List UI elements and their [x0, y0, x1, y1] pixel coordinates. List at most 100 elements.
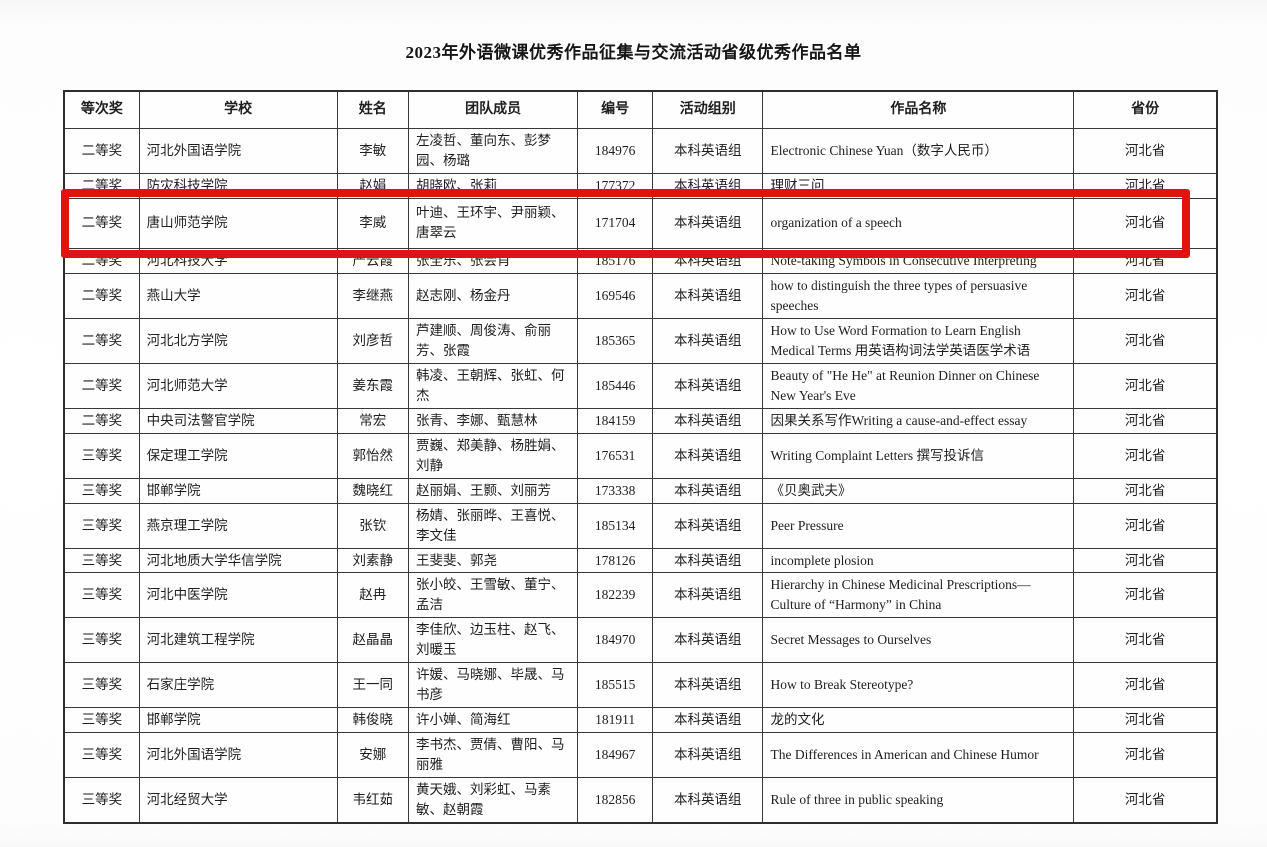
- cell-team: 韩凌、王朝辉、张虹、何杰: [407, 363, 577, 408]
- cell-name: 王一同: [336, 663, 408, 708]
- cell-group: 本科英语组: [651, 173, 762, 198]
- cell-award: 三等奖: [81, 447, 123, 463]
- cell-id: 173338: [577, 478, 652, 503]
- table-row: 二等奖 唐山师范学院 李威 叶迪、王环宇、尹丽颖、唐翠云 171704 本科英语组 orga…: [61, 188, 1216, 258]
- cell-team: 左凌哲、董向东、彭梦园、杨璐: [407, 129, 577, 173]
- cell-group: 本科英语组: [651, 708, 762, 733]
- cell-school: 保定理工学院: [138, 433, 337, 478]
- cell-work: 理财三问: [762, 173, 1073, 198]
- page-title: 2023年外语微课优秀作品征集与交流活动省级优秀作品名单: [405, 43, 862, 62]
- cell-province: 河北省: [1073, 363, 1216, 408]
- cell-team: 胡晓欧、张莉: [407, 173, 577, 198]
- awards-table: 等次奖 学校 姓名 团队成员 编号 活动组别 作品名称 省份 二等奖 河北外国语学院 李敏 左凌哲、…: [61, 90, 1218, 825]
- cell-id: 184159: [577, 408, 652, 433]
- cell-province: 河北省: [1073, 733, 1216, 778]
- cell-work: Writing Complaint Letters 撰写投诉信: [762, 433, 1073, 478]
- cell-id: 185365: [577, 318, 652, 363]
- cell-group: 本科英语组: [651, 573, 762, 618]
- cell-group: 本科英语组: [651, 408, 762, 433]
- table-row: 三等奖 保定理工学院 郭怡然 贾巍、郑美静、杨胜娟、刘静 176531 本科英语组 Writ…: [65, 432, 1216, 478]
- cell-award: 二等奖: [81, 332, 123, 348]
- cell-award: 三等奖: [81, 712, 123, 728]
- cell-province: 河北省: [1073, 198, 1216, 248]
- table-row: 三等奖 河北经贸大学 韦红茹 黄天娥、刘彩虹、马素敏、赵朝霞 182856 本科英语组 Ru…: [65, 777, 1216, 823]
- cell-work: 因果关系写作Writing a cause-and-effect essay: [762, 408, 1073, 433]
- cell-province: 河北省: [1073, 478, 1216, 503]
- cell-province: 河北省: [1073, 708, 1216, 733]
- column-header-group: 活动组别: [651, 92, 762, 128]
- cell-school: 邯郸学院: [138, 708, 337, 733]
- column-header-team: 团队成员: [407, 92, 577, 128]
- cell-id: 185176: [577, 248, 652, 273]
- cell-id: 184976: [577, 129, 652, 173]
- cell-team: 李佳欣、边玉柱、赵飞、刘暖玉: [407, 618, 577, 663]
- cell-id: 176531: [577, 433, 652, 478]
- cell-award: 三等奖: [81, 677, 123, 693]
- cell-award: 三等奖: [81, 792, 123, 808]
- cell-id: 181911: [577, 708, 652, 733]
- cell-id: 182856: [577, 778, 652, 823]
- cell-province: 河北省: [1073, 173, 1216, 198]
- cell-team: 贾巍、郑美静、杨胜娟、刘静: [407, 433, 577, 478]
- column-header-province: 省份: [1073, 92, 1216, 128]
- cell-award: 二等奖: [81, 142, 123, 158]
- cell-award: 三等奖: [81, 587, 123, 603]
- cell-school: 燕山大学: [138, 273, 337, 318]
- cell-team: 黄天娥、刘彩虹、马素敏、赵朝霞: [407, 778, 577, 823]
- cell-team: 李书杰、贾倩、曹阳、马丽雅: [407, 733, 577, 778]
- cell-name: 韦红茹: [336, 778, 408, 823]
- cell-province: 河北省: [1073, 433, 1216, 478]
- cell-name: 李继燕: [336, 273, 408, 318]
- table-row: 二等奖 河北师范大学 姜东霞 韩凌、王朝辉、张虹、何杰 185446 本科英语组 Beaut…: [65, 362, 1216, 408]
- cell-group: 本科英语组: [651, 198, 762, 248]
- cell-award: 三等奖: [81, 552, 123, 568]
- cell-name: 姜东霞: [336, 363, 408, 408]
- cell-award: 二等奖: [81, 412, 123, 428]
- cell-award: 二等奖: [81, 287, 123, 303]
- cell-name: 刘素静: [336, 548, 408, 573]
- cell-team: 张全乐、张会肖: [407, 248, 577, 273]
- table-body: 二等奖 河北外国语学院 李敏 左凌哲、董向东、彭梦园、杨璐 184976 本科英语组 Ele…: [61, 129, 1216, 823]
- cell-school: 河北北方学院: [138, 318, 337, 363]
- cell-id: 182239: [577, 573, 652, 618]
- column-header-id: 编号: [577, 92, 652, 128]
- cell-work: Electronic Chinese Yuan（数字人民币）: [762, 129, 1073, 173]
- cell-name: 安娜: [336, 733, 408, 778]
- cell-school: 河北师范大学: [138, 363, 337, 408]
- cell-province: 河北省: [1073, 778, 1216, 823]
- table-row: 二等奖 河北外国语学院 李敏 左凌哲、董向东、彭梦园、杨璐 184976 本科英语组 Ele…: [65, 129, 1216, 173]
- cell-school: 唐山师范学院: [138, 198, 337, 248]
- table-row: 二等奖 中央司法警官学院 常宏 张青、李娜、甄慧林 184159 本科英语组 因果关系写作W…: [65, 407, 1216, 433]
- cell-province: 河北省: [1073, 548, 1216, 573]
- column-header-work: 作品名称: [762, 92, 1073, 128]
- cell-school: 河北外国语学院: [138, 733, 337, 778]
- cell-group: 本科英语组: [651, 318, 762, 363]
- cell-name: 李敏: [336, 129, 408, 173]
- cell-school: 河北建筑工程学院: [138, 618, 337, 663]
- cell-team: 王斐斐、郭尧: [407, 548, 577, 573]
- cell-id: 185515: [577, 663, 652, 708]
- cell-work: How to Use Word Formation to Learn Engli…: [762, 318, 1073, 363]
- cell-award: 二等奖: [81, 177, 123, 193]
- cell-group: 本科英语组: [651, 618, 762, 663]
- cell-team: 叶迪、王环宇、尹丽颖、唐翠云: [407, 198, 577, 248]
- cell-work: Peer Pressure: [762, 503, 1073, 548]
- cell-group: 本科英语组: [651, 548, 762, 573]
- cell-group: 本科英语组: [651, 778, 762, 823]
- cell-id: 178126: [577, 548, 652, 573]
- cell-award: 三等奖: [81, 482, 123, 498]
- cell-school: 河北外国语学院: [138, 129, 337, 173]
- table-row: 三等奖 石家庄学院 王一同 许媛、马晓娜、毕晟、马书彦 185515 本科英语组 How t…: [65, 662, 1216, 708]
- cell-province: 河北省: [1073, 129, 1216, 173]
- cell-team: 许小婵、简海红: [407, 708, 577, 733]
- cell-name: 韩俊晓: [336, 708, 408, 733]
- cell-work: Note-taking Symbols in Consecutive Inter…: [762, 248, 1073, 273]
- table-row: 二等奖 燕山大学 李继燕 赵志刚、杨金丹 169546 本科英语组 how to disti…: [65, 272, 1216, 318]
- cell-province: 河北省: [1073, 408, 1216, 433]
- cell-group: 本科英语组: [651, 503, 762, 548]
- cell-province: 河北省: [1073, 318, 1216, 363]
- cell-province: 河北省: [1073, 503, 1216, 548]
- cell-province: 河北省: [1073, 663, 1216, 708]
- cell-award: 三等奖: [81, 517, 123, 533]
- cell-name: 赵娟: [336, 173, 408, 198]
